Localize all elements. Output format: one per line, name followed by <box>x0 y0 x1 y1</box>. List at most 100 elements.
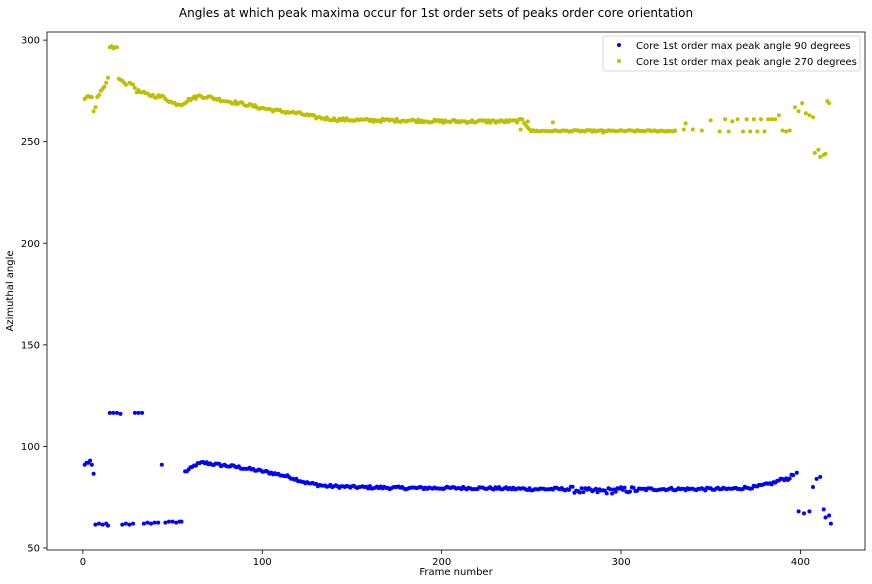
x-axis-label: Frame number <box>419 567 493 578</box>
data-point <box>776 113 781 118</box>
y-tick-label: 100 <box>21 442 40 453</box>
data-point <box>156 520 161 525</box>
data-point <box>628 489 632 494</box>
data-point <box>115 45 119 50</box>
data-point <box>152 520 157 525</box>
data-point <box>111 410 116 415</box>
data-point <box>610 491 615 496</box>
y-axis-ticks: 50 100 150 200 250 300 <box>21 36 47 554</box>
data-point <box>184 99 189 104</box>
data-point <box>393 119 397 124</box>
chart-title: Angles at which peak maxima occur for 1s… <box>179 6 693 20</box>
data-point <box>131 82 136 87</box>
data-point <box>100 522 105 527</box>
data-point <box>583 129 588 134</box>
data-point <box>581 490 586 495</box>
data-point <box>123 82 128 87</box>
data-point <box>550 120 555 125</box>
data-point <box>800 101 805 106</box>
data-point <box>515 120 519 125</box>
data-point <box>759 117 763 122</box>
x-tick-label: 400 <box>791 557 810 568</box>
data-point <box>163 520 168 525</box>
data-point <box>136 410 141 415</box>
data-point <box>816 147 821 152</box>
data-point <box>631 485 636 490</box>
data-point <box>690 127 695 132</box>
data-point <box>518 127 523 132</box>
data-point <box>762 129 767 134</box>
data-point <box>118 411 123 416</box>
data-point <box>818 154 823 159</box>
data-point <box>131 521 136 526</box>
data-point <box>766 117 771 122</box>
data-point <box>622 485 627 490</box>
data-point <box>794 470 799 475</box>
data-point <box>717 129 722 134</box>
data-point <box>88 458 93 463</box>
x-tick-label: 100 <box>253 557 272 568</box>
data-point <box>811 115 815 120</box>
data-point <box>807 509 812 514</box>
data-point <box>312 113 317 118</box>
data-point <box>683 121 688 126</box>
data-point <box>748 129 753 134</box>
data-point <box>812 150 817 155</box>
data-point <box>791 473 796 478</box>
x-tick-label: 300 <box>611 557 630 568</box>
legend-marker-90 <box>617 43 621 47</box>
data-point <box>699 128 704 133</box>
legend-label-90: Core 1st order max peak angle 90 degrees <box>636 41 850 52</box>
data-point <box>793 105 797 110</box>
data-point <box>608 487 613 492</box>
data-point <box>744 117 749 122</box>
data-point <box>91 471 96 476</box>
legend-marker-270 <box>617 59 621 63</box>
data-point <box>159 462 164 467</box>
data-point <box>132 410 137 415</box>
data-point <box>814 476 819 481</box>
data-point <box>132 86 137 90</box>
data-point <box>104 80 109 85</box>
data-point <box>120 522 125 527</box>
legend: Core 1st order max peak angle 90 degrees… <box>602 35 861 72</box>
data-point <box>807 113 812 118</box>
legend-box <box>602 35 861 72</box>
y-axis-label: Azimuthal angle <box>5 250 16 331</box>
data-point <box>89 95 94 99</box>
data-point <box>97 93 101 97</box>
data-point <box>818 474 823 479</box>
series-270-degrees <box>82 44 832 159</box>
data-point <box>735 117 740 122</box>
data-point <box>726 129 731 134</box>
data-point <box>233 99 238 104</box>
data-point <box>755 129 760 134</box>
data-point <box>708 118 713 123</box>
data-point <box>811 485 815 489</box>
data-point <box>378 119 383 124</box>
plot-frame <box>46 31 866 551</box>
data-point <box>520 117 525 122</box>
data-point <box>796 109 801 114</box>
x-axis-ticks: 0 100 200 300 400 <box>80 550 810 568</box>
data-point <box>106 523 110 528</box>
data-point <box>787 128 792 133</box>
data-point <box>681 127 686 132</box>
series-90-degrees <box>82 410 833 528</box>
data-point <box>577 490 582 495</box>
x-tick-label: 200 <box>432 557 451 568</box>
data-point <box>604 491 609 496</box>
data-point <box>672 128 677 133</box>
data-point <box>102 84 107 89</box>
data-point <box>93 105 98 110</box>
data-point <box>723 117 728 122</box>
data-point <box>823 515 828 520</box>
y-tick-label: 200 <box>21 239 40 250</box>
data-point <box>141 521 146 526</box>
data-point <box>784 129 789 134</box>
data-point <box>89 462 94 467</box>
data-point <box>823 151 828 156</box>
data-point <box>787 476 792 481</box>
data-point <box>115 410 119 415</box>
x-tick-label: 0 <box>80 557 86 568</box>
